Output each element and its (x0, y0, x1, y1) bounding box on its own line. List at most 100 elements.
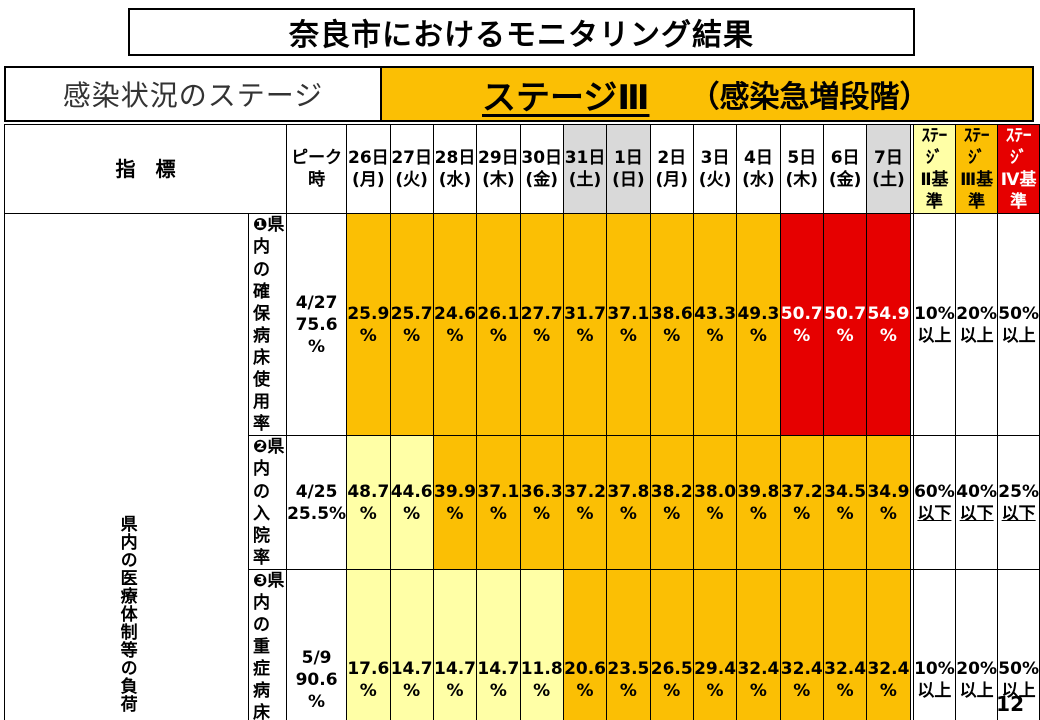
value-cell: 14.7% (432, 568, 478, 720)
text-line: 32.4 (737, 659, 780, 680)
value-cell: 36.3% (519, 435, 564, 570)
text-line: (金) (828, 170, 862, 191)
day-header: 28日 (水) (432, 123, 478, 215)
spacer-cell (909, 213, 914, 437)
text-line: 54.9 (867, 303, 910, 324)
day-header: 3日 (火) (692, 123, 738, 215)
stage-description: （感染急増段階） (689, 80, 930, 115)
text-line: % (663, 681, 681, 702)
text-line: 38.6 (650, 303, 693, 324)
spacer-cell (909, 568, 914, 720)
text-line: 20% (956, 659, 997, 680)
value-cell: 43.3% (692, 213, 738, 437)
group-label-prefecture: 県内の医療体制等の負荷 (3, 213, 250, 720)
text-line: % (446, 503, 464, 524)
text-line: 重症病床 (253, 637, 271, 720)
text-line: % (749, 325, 767, 346)
text-line: 32.4 (824, 659, 867, 680)
indicator-header: 指 標 (4, 123, 287, 215)
value-cell: 20.6% (562, 568, 608, 720)
value-cell: 39.8% (736, 435, 781, 570)
criteria-value: 10% 以上 (912, 213, 956, 437)
text-line: 1日 (613, 148, 643, 169)
day-header: 26日 (月) (346, 123, 391, 215)
text-line: % (619, 325, 637, 346)
text-line: 以上 (1001, 325, 1036, 346)
value-cell: 14.7% (476, 568, 521, 720)
text-line: 27日 (391, 148, 432, 169)
day-header: 27日 (火) (389, 123, 434, 215)
text-line: % (793, 681, 811, 702)
text-line: (水) (438, 170, 472, 191)
text-line: 以下 (1001, 503, 1036, 524)
text-line: 20% (956, 303, 997, 324)
text-line: 26.1 (477, 303, 520, 324)
text-line: 25.5% (287, 503, 347, 524)
criteria-value: 20% 以上 (954, 213, 999, 437)
text-line: 3日 (700, 148, 730, 169)
text-line: 17.6 (347, 659, 390, 680)
text-line: % (879, 503, 897, 524)
day-header: 6日 (金) (822, 123, 868, 215)
table-row: ❷県内の 入院率 4/25 25.5% 48.7% 44.6% 39.9% 37.1% 36.3… (5, 435, 1040, 570)
text-line: % (749, 503, 767, 524)
text-line: % (533, 681, 551, 702)
text-line: 4/27 (295, 292, 338, 313)
text-line: % (879, 325, 897, 346)
stage-bar: 感染状況のステージ ステージⅢ （感染急増段階） (4, 66, 1034, 122)
text-line: 75.6 (295, 314, 338, 335)
value-cell: 25.7% (389, 213, 434, 437)
value-cell: 23.5% (606, 568, 651, 720)
text-line: (火) (395, 170, 428, 191)
text-line: ❸県内の (253, 570, 285, 636)
criteria-value: 50% 以上 (997, 568, 1040, 720)
text-line: % (403, 325, 421, 346)
text-line: 20.6 (564, 659, 607, 680)
text-line: 50% (998, 303, 1039, 324)
text-line: 使用率 (253, 370, 271, 435)
text-line: (水) (742, 170, 775, 191)
text-line: 10% (914, 303, 955, 324)
text-line: 11.8 (520, 659, 563, 680)
text-line: % (706, 503, 724, 524)
text-line: % (446, 325, 464, 346)
text-line: % (489, 325, 507, 346)
monitoring-table: 指 標ピーク時 26日 (月) 27日 (火) 28日 (水) 29日 (木) 30日 (金) 31日… (3, 123, 1040, 720)
text-line: % (619, 681, 637, 702)
text-line: % (836, 681, 854, 702)
text-line: 24.6 (434, 303, 476, 324)
day-header: 1日 (日) (606, 123, 651, 215)
header-row: 指 標ピーク時 26日 (月) 27日 (火) 28日 (水) 29日 (木) 30日 (金) 31日… (4, 123, 1040, 215)
day-header: 30日 (金) (519, 123, 564, 215)
indicator-label: ❸県内の重症病床使用率 (248, 568, 287, 720)
text-line: 14.7 (477, 659, 520, 680)
text-line: ｽﾃｰｼﾞ (1005, 126, 1032, 169)
text-line: 29日 (478, 148, 519, 169)
value-cell: 54.9% (866, 213, 911, 437)
text-line: % (749, 681, 767, 702)
text-line: 39.8 (737, 481, 780, 502)
text-line: 以下 (959, 503, 994, 524)
text-line: 49.3 (737, 303, 780, 324)
text-line: % (706, 681, 724, 702)
text-line: 5/9 (301, 648, 332, 669)
text-line: 25.9 (347, 303, 390, 324)
text-line: 29.4 (694, 659, 737, 680)
text-line: ｽﾃｰｼﾞ (963, 126, 990, 169)
text-line: 14.7 (390, 659, 433, 680)
text-line: % (836, 503, 854, 524)
page-number: 12 (996, 692, 1024, 716)
text-line: 60% (914, 481, 955, 502)
text-line: (木) (482, 170, 515, 191)
peak-value: 4/25 25.5% (285, 435, 348, 570)
value-cell: 48.7% (346, 435, 391, 570)
text-line: 14.7 (434, 659, 476, 680)
text-line: 7日 (874, 148, 903, 169)
text-line: % (359, 503, 377, 524)
value-cell: 29.4% (692, 568, 738, 720)
text-line: 4日 (744, 148, 773, 169)
text-line: % (359, 681, 377, 702)
text-line: % (403, 503, 421, 524)
value-cell: 44.6% (389, 435, 434, 570)
text-line: 以下 (917, 503, 952, 524)
